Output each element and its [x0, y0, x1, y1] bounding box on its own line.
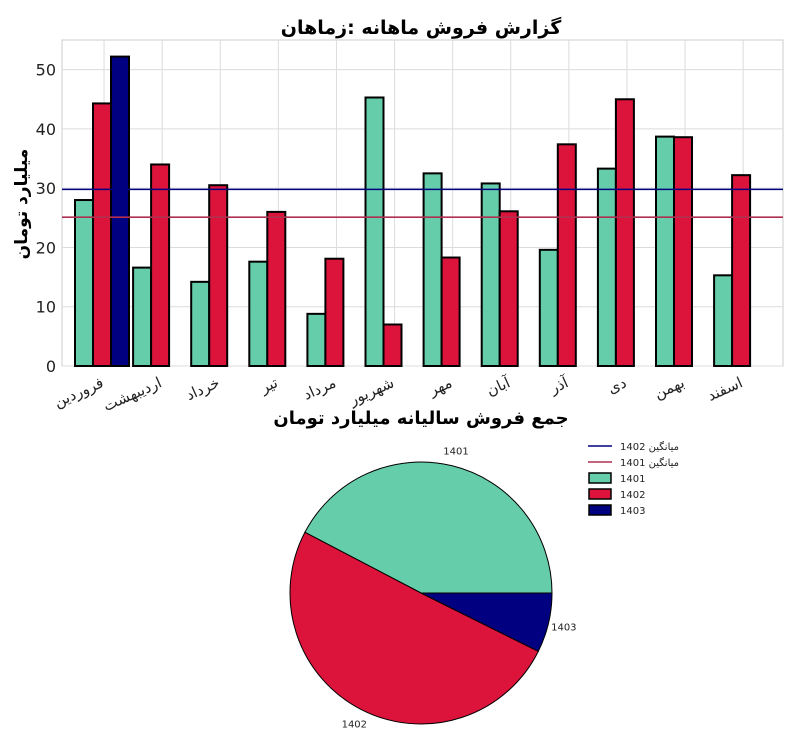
legend-label: 1401 [620, 474, 645, 485]
bar-1402-9 [556, 143, 577, 367]
x-tick-label: فروردین [51, 373, 106, 411]
bar-1402-4 [266, 210, 287, 367]
bar-1401-8 [480, 182, 501, 367]
x-tick-label: بهمن [651, 373, 687, 402]
bar-1401-9 [538, 248, 559, 367]
bar-series [74, 55, 752, 368]
legend-label: میانگین 1402 [620, 441, 679, 453]
bar-1401-11 [655, 135, 675, 367]
x-tick-label: مرداد [300, 373, 338, 403]
legend-label: 1403 [620, 506, 645, 517]
bar-1401-4 [248, 260, 269, 367]
y-tick-label: 50 [36, 61, 56, 80]
bar-1402-10 [614, 98, 635, 367]
y-tick-label: 30 [36, 179, 56, 198]
x-tick-label: شهریور [346, 373, 397, 409]
bar-1402-7 [440, 256, 461, 368]
x-tick-label: اردیبهشت [100, 373, 164, 415]
bar-1401-5 [306, 312, 327, 367]
x-tick-label: خرداد [183, 373, 222, 404]
bar-1402-8 [498, 210, 519, 367]
bar-1402-3 [208, 184, 229, 367]
bar-1403-1 [110, 55, 130, 367]
bar-1402-5 [324, 257, 345, 368]
bar-1401-2 [132, 266, 153, 367]
x-tick-label: تیر [257, 373, 281, 397]
pie-slice-label: 1402 [342, 720, 367, 731]
legend-label: 1402 [620, 490, 645, 501]
y-tick-label: 40 [36, 120, 56, 139]
y-tick-label: 10 [36, 298, 56, 317]
pie-slice-label: 1403 [551, 623, 576, 634]
bar-1402-12 [731, 174, 752, 367]
bar-chart-title: گزارش فروش ماهانه :زماهان [281, 16, 562, 39]
bar-1402-2 [150, 163, 171, 367]
legend-patch-swatch [588, 488, 612, 500]
legend-label: میانگین 1401 [620, 457, 679, 469]
y-tick-label: 20 [36, 238, 56, 257]
x-tick-label: مهر [425, 373, 454, 399]
x-tick-label: اسفند [704, 373, 745, 404]
y-tick-label: 0 [46, 357, 56, 376]
bar-1402-1 [92, 102, 112, 368]
legend-patch-swatch [588, 504, 612, 516]
x-tick-label: آبان [484, 373, 514, 400]
pie-slice-1401 [304, 461, 553, 594]
x-tick-label: آذر [546, 373, 572, 398]
x-tick-label: دی [605, 373, 629, 397]
legend-patch-swatch [588, 472, 612, 484]
pie-slice-1402 [289, 531, 539, 725]
pie-chart-title: جمع فروش سالیانه میلیارد تومان [273, 408, 568, 429]
pie-chart: 1401 1402 1403 [289, 447, 577, 731]
bar-1402-6 [382, 323, 403, 368]
y-axis-ticks: 0 10 20 30 40 50 [36, 61, 56, 376]
legend: میانگین 1402 میانگین 1401 1401 1402 1403 [588, 441, 679, 517]
bar-1401-1 [74, 199, 94, 367]
bar-1401-10 [596, 167, 617, 367]
bar-1401-7 [422, 172, 443, 367]
pie-slice-label: 1401 [443, 447, 468, 458]
average-lines [62, 188, 783, 219]
y-axis-label: میلیارد تومان [12, 149, 32, 260]
bar-1402-11 [673, 136, 693, 367]
pie-slice-1403 [420, 592, 553, 653]
bar-1401-12 [713, 274, 734, 367]
bar-1401-6 [364, 96, 385, 368]
bar-1401-3 [190, 280, 211, 368]
